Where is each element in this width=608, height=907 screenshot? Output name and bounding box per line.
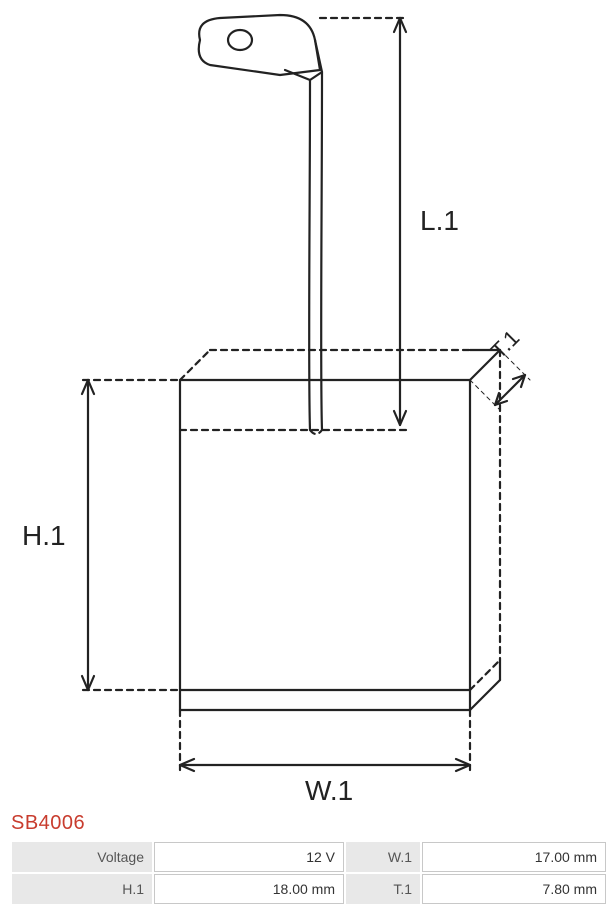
spec-label: H.1 — [12, 874, 152, 904]
table-row: Voltage 12 V W.1 17.00 mm — [12, 842, 606, 872]
part-code: SB4006 — [11, 812, 85, 835]
spec-value: 18.00 mm — [154, 874, 344, 904]
spec-label: W.1 — [346, 842, 420, 872]
label-h1: H.1 — [22, 520, 66, 551]
spec-value: 7.80 mm — [422, 874, 606, 904]
table-row: H.1 18.00 mm T.1 7.80 mm — [12, 874, 606, 904]
spec-table: Voltage 12 V W.1 17.00 mm H.1 18.00 mm T… — [10, 840, 608, 906]
label-l1: L.1 — [420, 205, 459, 236]
spec-value: 17.00 mm — [422, 842, 606, 872]
spec-value: 12 V — [154, 842, 344, 872]
spec-label: T.1 — [346, 874, 420, 904]
technical-diagram: L.1 H.1 W.1 T.1 — [10, 10, 598, 810]
spec-label: Voltage — [12, 842, 152, 872]
label-w1: W.1 — [305, 775, 353, 806]
